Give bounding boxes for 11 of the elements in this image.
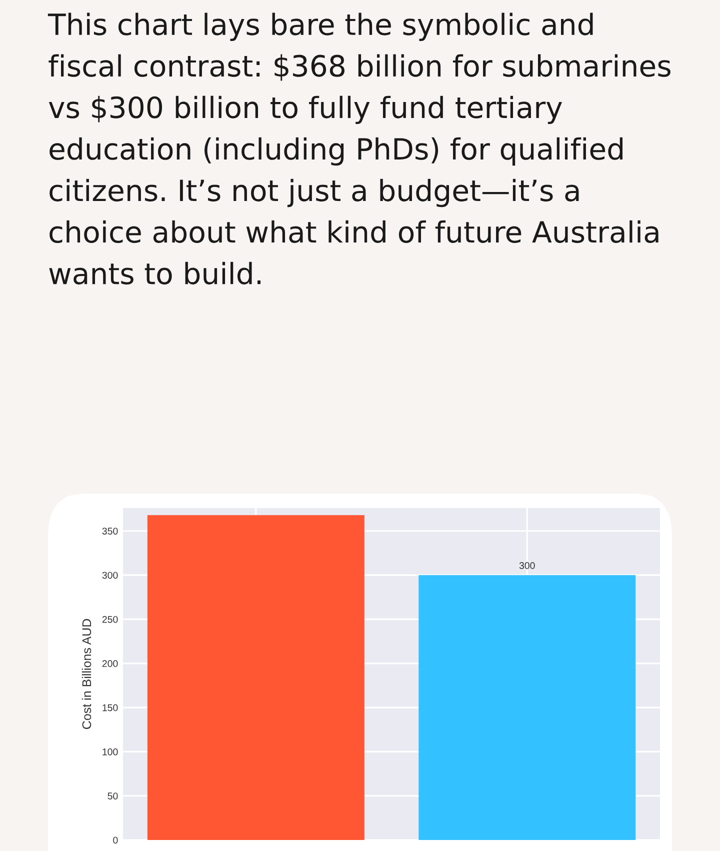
y-tick-label: 150 (102, 704, 118, 712)
y-tick-label: 250 (102, 616, 118, 623)
data-label: 300 (519, 562, 535, 570)
y-tick-label: 50 (108, 792, 118, 800)
y-tick-label: 350 (102, 528, 118, 535)
text: This chart lays bare the symbolic and fiscal contrast: $368 billion for submarines vs $300 billion to fully fund tertiary education (including PhDs) for qualified citizens. It’s not just a budget—it’s a choice about what kind of future Australia wants to build. (48, 12, 670, 284)
y-tick-label: 200 (102, 660, 118, 668)
y-tick-label: 100 (102, 748, 118, 756)
y-tick-label: 300 (102, 572, 118, 579)
y-tick-label: 0 (113, 836, 118, 844)
y-axis-title: Cost in Billions AUD (82, 619, 92, 729)
